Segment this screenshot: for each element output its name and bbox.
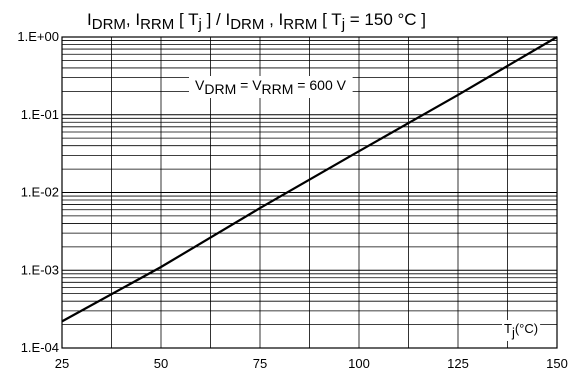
subscript-text: DRM <box>92 16 126 33</box>
x-tick-label: 25 <box>55 356 69 371</box>
chart-title-group: IDRM, IRRM [ Tj ] / IDRM , IRRM [ Tj = 1… <box>84 9 430 34</box>
text-run: = 600 V <box>293 77 346 93</box>
annotation-background <box>189 76 353 98</box>
text-run: = V <box>236 77 262 93</box>
x-axis-label-group: Tj(°C) <box>502 320 541 341</box>
y-tick-label: 1.E+00 <box>17 29 59 44</box>
y-tick-label: 1.E-02 <box>21 185 59 200</box>
subscript-text: j <box>511 325 515 340</box>
annotation-group: VDRM = VRRM = 600 V <box>189 76 353 98</box>
series-line <box>61 36 558 323</box>
subscript-text: RRM <box>262 81 294 97</box>
plot-frame <box>61 36 558 349</box>
y-tick-label: 1.E-03 <box>21 262 59 277</box>
x-tick-labels: 25 50 75 100 125 150 <box>55 356 568 371</box>
chart-title-background <box>84 9 430 34</box>
text-run: , I <box>126 10 140 29</box>
subscript-text: j <box>198 16 202 33</box>
text-run: V <box>195 77 205 93</box>
text-run: ] / I <box>202 10 230 29</box>
text-run: [ T <box>317 10 341 29</box>
chart-title: IDRM, IRRM [ Tj ] / IDRM , IRRM [ Tj = 1… <box>87 10 426 33</box>
y-tick-label: 1.E-01 <box>21 107 59 122</box>
subscript-text: DRM <box>204 81 236 97</box>
text-run: T <box>504 321 512 336</box>
subscript-text: j <box>341 16 345 33</box>
x-tick-label: 100 <box>348 356 370 371</box>
text-run: (°C) <box>515 321 538 336</box>
subscript-text: RRM <box>140 16 174 33</box>
text-run: I <box>87 10 92 29</box>
text-run: , I <box>264 10 283 29</box>
y-tick-label: 1.E-04 <box>21 340 59 355</box>
subscript-text: RRM <box>283 16 317 33</box>
x-tick-label: 150 <box>546 356 568 371</box>
grid <box>61 37 558 349</box>
x-tick-label: 75 <box>253 356 267 371</box>
x-tick-label: 50 <box>154 356 168 371</box>
subscript-text: DRM <box>230 16 264 33</box>
text-run: [ T <box>174 10 198 29</box>
voltage-annotation: VDRM = VRRM = 600 V <box>195 77 347 97</box>
x-tick-label: 125 <box>447 356 469 371</box>
x-axis-label: Tj(°C) <box>504 321 538 340</box>
y-tick-labels: 1.E-04 1.E-03 1.E-02 1.E-01 1.E+00 <box>17 29 59 355</box>
x-axis-label-background <box>502 320 541 341</box>
text-run: = 150 °C ] <box>345 10 426 29</box>
